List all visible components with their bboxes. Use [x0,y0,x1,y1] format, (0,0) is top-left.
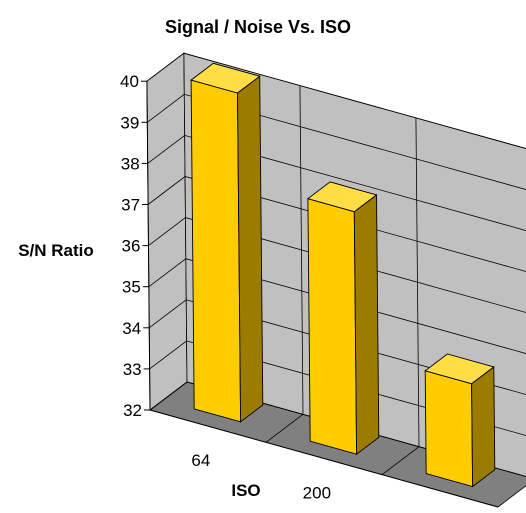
x-axis-label: ISO [231,481,260,500]
bar-front-face [307,198,358,455]
y-tick-label: 32 [123,401,142,420]
x-axis-line [149,409,499,508]
chart-title: Signal / Noise Vs. ISO [165,17,351,37]
bar-group [190,62,496,488]
bar-200 [306,181,380,456]
bar-top-face [306,181,378,213]
floor-divider [381,446,420,475]
y-tick-label: 38 [121,154,140,173]
bar-top-face [190,62,261,94]
bar-400 [424,353,496,488]
y-axis-label: S/N Ratio [18,241,94,260]
floor-divider [265,414,304,443]
y-tick-label: 36 [122,237,141,256]
y-tick-label: 33 [123,360,142,379]
y-tick-label: 34 [122,319,141,338]
bar-side-face [353,194,380,456]
chart-gridlines [146,52,526,477]
y-axis: 32 33 34 35 36 37 38 39 40 [120,72,499,508]
bar-top-face [424,353,495,385]
x-tick-label: 64 [191,451,210,470]
x-tick-label: 200 [303,484,331,503]
back-wall-divider [299,85,304,415]
bar-side-face [471,366,496,488]
y-tick-label: 35 [122,278,141,297]
bar-front-face [190,79,242,423]
back-wall-divider [415,117,420,447]
bar-front-face [424,370,474,488]
y-tick-label: 39 [120,113,139,132]
y-axis-line [146,81,151,411]
bar-side-face [237,75,264,423]
x-axis-ticks: 64200400 [191,451,331,503]
y-tick-label: 40 [120,72,139,91]
bar-64 [190,62,264,423]
y-tick-label: 37 [121,196,140,215]
